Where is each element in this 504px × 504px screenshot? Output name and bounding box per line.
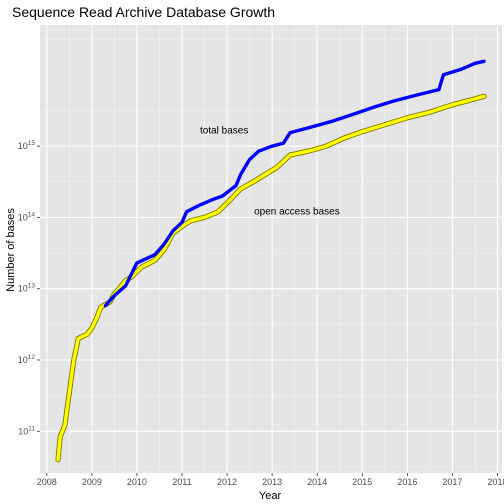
- x-tick-label: 2011: [172, 477, 191, 487]
- gridlines: [40, 25, 502, 473]
- x-axis-title: Year: [259, 490, 282, 502]
- x-tick-label: 2017: [442, 477, 462, 487]
- x-tick-label: 2018: [487, 477, 504, 487]
- y-tick-label: 1015: [18, 140, 36, 151]
- y-tick-label: 1014: [18, 211, 36, 222]
- series-line-total-bases: [103, 59, 486, 308]
- x-tick-label: 2013: [262, 477, 282, 487]
- chart-title: Sequence Read Archive Database Growth: [12, 4, 275, 20]
- annotations: total bases open access bases: [200, 126, 340, 218]
- annotation-label: open access bases: [254, 206, 340, 217]
- x-tick-label: 2012: [217, 477, 237, 487]
- x-tick-label: 2014: [307, 477, 327, 487]
- x-tick-label: 2015: [352, 477, 372, 487]
- x-axis: 2008 2009 2010 2011 2012 2013 2014 2015 2016 2017…: [37, 473, 504, 487]
- x-tick-label: 2008: [37, 477, 57, 487]
- y-tick-label: 1013: [18, 283, 36, 294]
- annotation-label: total bases: [200, 126, 248, 137]
- x-tick-label: 2010: [127, 477, 147, 487]
- plot-panel: [40, 25, 502, 473]
- series-line-open-access-bases: [56, 94, 486, 462]
- y-tick-label: 1011: [18, 425, 35, 436]
- series-lines: [55, 59, 487, 463]
- x-tick-label: 2016: [397, 477, 417, 487]
- x-tick-label: 2009: [82, 477, 102, 487]
- y-tick-label: 1012: [18, 354, 36, 365]
- y-axis: 1011 1012 1013 1014 1015: [18, 140, 40, 436]
- y-axis-title: Number of bases: [5, 208, 17, 292]
